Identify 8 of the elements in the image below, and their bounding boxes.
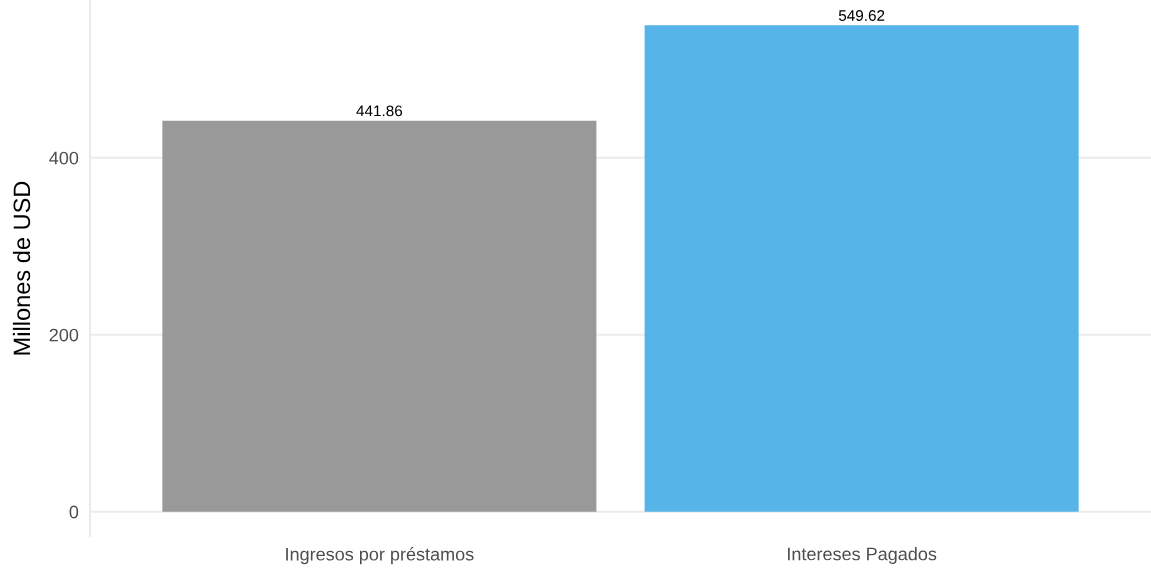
- x-tick-label: Intereses Pagados: [788, 547, 937, 564]
- y-tick-label: 0: [69, 505, 79, 519]
- data-label: 549.62: [838, 10, 885, 21]
- y-tick-label: 200: [49, 328, 79, 342]
- x-tick-label: Ingresos por préstamos: [286, 547, 474, 565]
- y-tick-label: 400: [49, 151, 79, 165]
- y-axis-title: Millones de USD: [12, 181, 31, 355]
- data-label: 441.86: [356, 105, 403, 117]
